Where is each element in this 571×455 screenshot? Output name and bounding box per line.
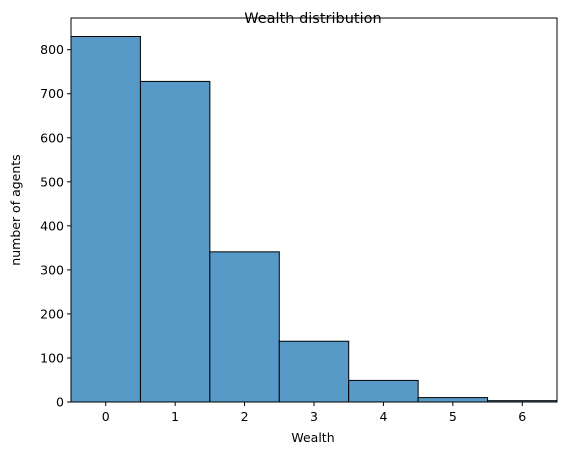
y-tick-label: 0 bbox=[56, 395, 64, 410]
x-tick-label: 1 bbox=[171, 409, 179, 424]
bar-0 bbox=[70, 35, 141, 403]
y-tick-label: 500 bbox=[40, 174, 64, 189]
y-tick-label: 100 bbox=[40, 350, 64, 365]
bar-4 bbox=[348, 379, 419, 403]
x-axis-ticks: 0 1 2 3 4 5 6 bbox=[102, 402, 526, 424]
bar-1 bbox=[139, 80, 211, 403]
x-axis-label: Wealth bbox=[291, 430, 334, 445]
x-tick-label: 4 bbox=[379, 409, 387, 424]
bar-3 bbox=[278, 340, 350, 403]
y-axis-label: number of agents bbox=[8, 154, 23, 265]
bars-group bbox=[70, 35, 558, 403]
y-tick-label: 600 bbox=[40, 130, 64, 145]
y-tick-label: 400 bbox=[40, 218, 64, 233]
y-tick-label: 800 bbox=[40, 42, 64, 57]
x-tick-label: 0 bbox=[102, 409, 110, 424]
y-tick-label: 200 bbox=[40, 306, 64, 321]
y-tick-label: 300 bbox=[40, 262, 64, 277]
x-tick-label: 2 bbox=[241, 409, 249, 424]
y-tick-label: 700 bbox=[40, 86, 64, 101]
y-axis-ticks: 0 100 200 300 400 500 600 700 800 bbox=[40, 42, 71, 410]
x-tick-label: 6 bbox=[518, 409, 526, 424]
bar-2 bbox=[209, 251, 280, 403]
bar-5 bbox=[417, 397, 489, 403]
chart-title: Wealth distribution bbox=[244, 11, 381, 27]
x-tick-label: 5 bbox=[449, 409, 457, 424]
x-tick-label: 3 bbox=[310, 409, 318, 424]
